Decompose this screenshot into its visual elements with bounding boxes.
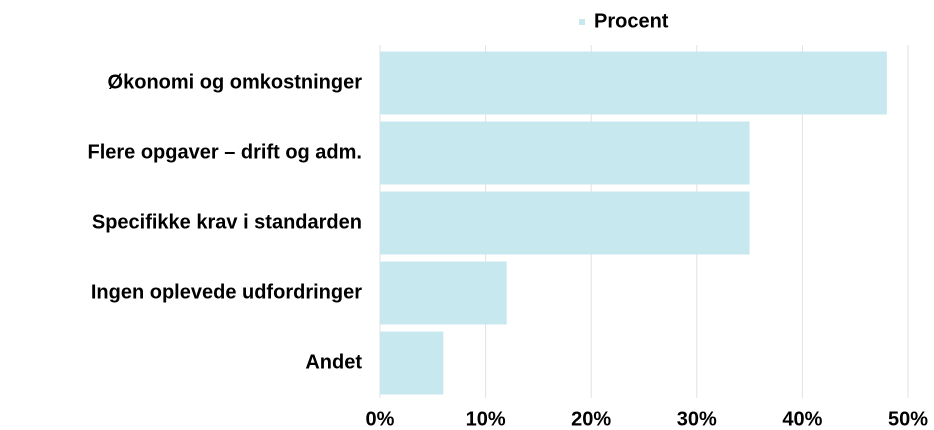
x-tick-label: 20% bbox=[571, 408, 611, 430]
bar bbox=[380, 121, 750, 185]
bar bbox=[380, 191, 750, 255]
y-tick-label: Økonomi og omkostninger bbox=[108, 71, 363, 93]
bar bbox=[380, 51, 887, 115]
y-tick-label: Ingen oplevede udfordringer bbox=[91, 281, 362, 303]
y-tick-label: Andet bbox=[305, 351, 362, 373]
x-tick-label: 40% bbox=[782, 408, 822, 430]
y-tick-label: Specifikke krav i standarden bbox=[92, 211, 362, 233]
x-tick-label: 10% bbox=[466, 408, 506, 430]
x-tick-label: 30% bbox=[677, 408, 717, 430]
legend-label: Procent bbox=[594, 10, 669, 32]
x-tick-label: 50% bbox=[888, 408, 928, 430]
legend-swatch bbox=[579, 19, 585, 25]
bar bbox=[380, 261, 507, 325]
bar bbox=[380, 331, 444, 395]
x-tick-label: 0% bbox=[366, 408, 395, 430]
y-tick-label: Flere opgaver – drift og adm. bbox=[87, 141, 362, 163]
